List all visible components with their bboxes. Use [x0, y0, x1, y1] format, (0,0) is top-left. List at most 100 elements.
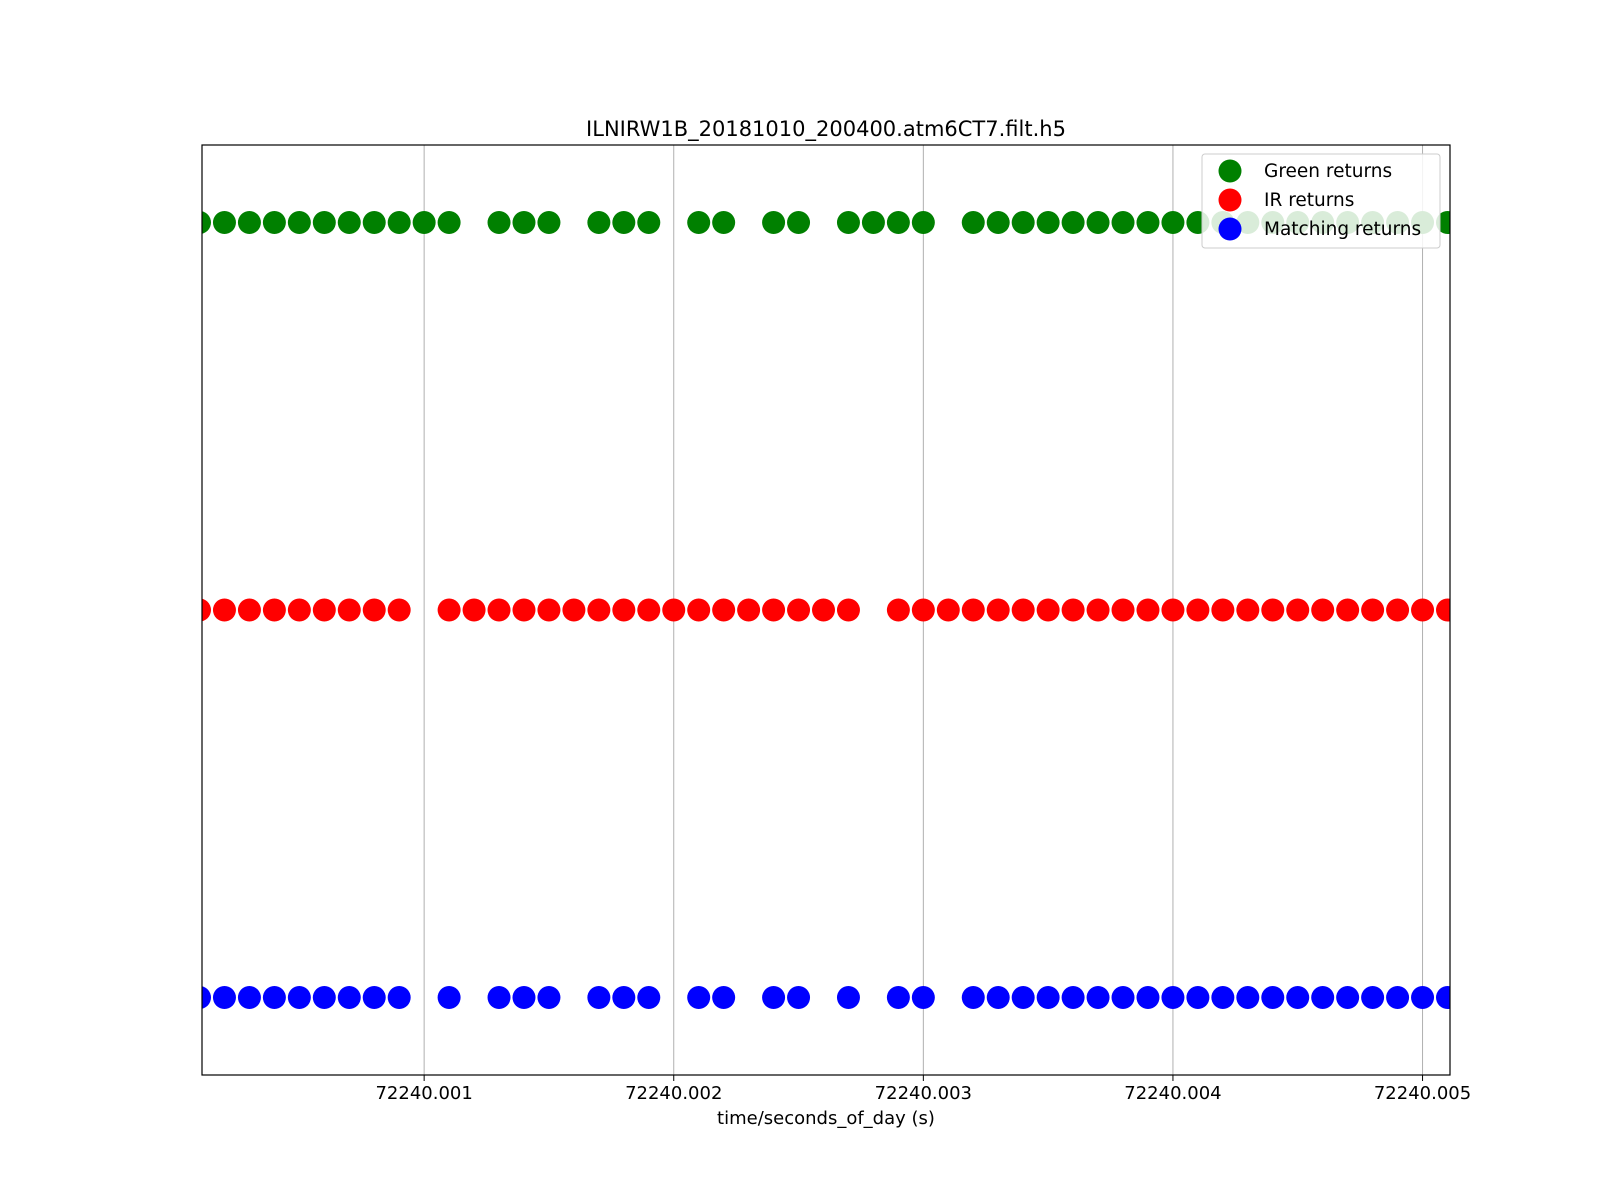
point-ir-returns: [637, 598, 661, 622]
point-green-returns: [861, 211, 885, 234]
point-ir-returns: [1411, 598, 1435, 622]
point-matching-returns: [1136, 986, 1160, 1009]
legend-label-green: Green returns: [1264, 161, 1392, 182]
point-ir-returns: [362, 598, 386, 622]
point-green-returns: [437, 211, 461, 234]
point-ir-returns: [1036, 598, 1060, 622]
point-green-returns: [262, 211, 286, 234]
point-ir-returns: [462, 598, 486, 622]
point-matching-returns: [1186, 986, 1210, 1009]
legend-label-matching: Matching returns: [1264, 219, 1421, 240]
point-matching-returns: [362, 986, 386, 1009]
plot-frame: [201, 144, 1451, 1076]
point-matching-returns: [986, 986, 1010, 1009]
point-green-returns: [637, 211, 661, 234]
point-green-returns: [886, 211, 910, 234]
point-ir-returns: [1386, 598, 1410, 622]
point-ir-returns: [662, 598, 686, 622]
point-green-returns: [337, 211, 361, 234]
point-green-returns: [712, 211, 736, 234]
point-matching-returns: [212, 986, 236, 1009]
point-matching-returns: [712, 986, 736, 1009]
point-green-returns: [1036, 211, 1060, 234]
point-matching-returns: [1111, 986, 1135, 1009]
x-axis-ticks: 72240.001 72240.002 72240.003 72240.004 7224…: [375, 1075, 1471, 1104]
point-green-returns: [911, 211, 935, 234]
point-matching-returns: [512, 986, 536, 1009]
point-ir-returns: [787, 598, 811, 622]
point-matching-returns: [437, 986, 461, 1009]
point-matching-returns: [1211, 986, 1235, 1009]
point-green-returns: [612, 211, 636, 234]
point-matching-returns: [1411, 986, 1435, 1009]
point-green-returns: [212, 211, 236, 234]
point-green-returns: [537, 211, 561, 234]
point-ir-returns: [712, 598, 736, 622]
legend-marker-green: [1218, 159, 1242, 183]
point-matching-returns: [312, 986, 336, 1009]
point-ir-returns: [212, 598, 236, 622]
point-matching-returns: [911, 986, 935, 1009]
point-green-returns: [387, 211, 411, 234]
legend-box: [1201, 153, 1441, 249]
point-ir-returns: [687, 598, 711, 622]
point-ir-returns: [202, 598, 211, 622]
point-matching-returns: [1336, 986, 1360, 1009]
point-ir-returns: [1286, 598, 1310, 622]
point-ir-returns: [512, 598, 536, 622]
point-matching-returns: [612, 986, 636, 1009]
point-ir-returns: [1436, 598, 1450, 622]
point-green-returns: [687, 211, 711, 234]
point-ir-returns: [1011, 598, 1035, 622]
point-ir-returns: [836, 598, 860, 622]
point-green-returns: [986, 211, 1010, 234]
x-tick-label: 72240.003: [875, 1083, 972, 1104]
point-green-returns: [1111, 211, 1135, 234]
point-ir-returns: [237, 598, 261, 622]
point-ir-returns: [337, 598, 361, 622]
point-ir-returns: [886, 598, 910, 622]
point-matching-returns: [961, 986, 985, 1009]
point-green-returns: [961, 211, 985, 234]
legend-marker-matching: [1218, 217, 1242, 241]
point-ir-returns: [1261, 598, 1285, 622]
point-ir-returns: [1161, 598, 1185, 622]
point-ir-returns: [262, 598, 286, 622]
legend-label-ir: IR returns: [1264, 190, 1354, 211]
point-ir-returns: [562, 598, 586, 622]
chart-title: ILNIRW1B_20181010_200400.atm6CT7.filt.h5: [586, 117, 1066, 142]
point-matching-returns: [787, 986, 811, 1009]
point-matching-returns: [836, 986, 860, 1009]
point-matching-returns: [237, 986, 261, 1009]
point-matching-returns: [587, 986, 611, 1009]
point-ir-returns: [587, 598, 611, 622]
point-ir-returns: [1361, 598, 1385, 622]
point-green-returns: [1011, 211, 1035, 234]
x-tick-label: 72240.005: [1374, 1083, 1471, 1104]
point-ir-returns: [437, 598, 461, 622]
point-green-returns: [836, 211, 860, 234]
point-matching-returns: [1386, 986, 1410, 1009]
point-ir-returns: [1061, 598, 1085, 622]
legend: Green returns IR returns Matching return…: [1201, 153, 1441, 249]
point-green-returns: [1086, 211, 1110, 234]
point-matching-returns: [1236, 986, 1260, 1009]
point-green-returns: [762, 211, 786, 234]
point-matching-returns: [1286, 986, 1310, 1009]
point-green-returns: [237, 211, 261, 234]
point-ir-returns: [537, 598, 561, 622]
point-matching-returns: [387, 986, 411, 1009]
x-tick-label: 72240.002: [625, 1083, 722, 1104]
point-ir-returns: [737, 598, 761, 622]
legend-marker-ir: [1218, 188, 1242, 212]
point-green-returns: [1061, 211, 1085, 234]
point-ir-returns: [1211, 598, 1235, 622]
point-matching-returns: [1061, 986, 1085, 1009]
point-ir-returns: [812, 598, 835, 622]
point-green-returns: [512, 211, 536, 234]
point-green-returns: [287, 211, 311, 234]
point-ir-returns: [1311, 598, 1335, 622]
point-ir-returns: [1136, 598, 1160, 622]
point-matching-returns: [1011, 986, 1035, 1009]
point-matching-returns: [202, 986, 211, 1009]
